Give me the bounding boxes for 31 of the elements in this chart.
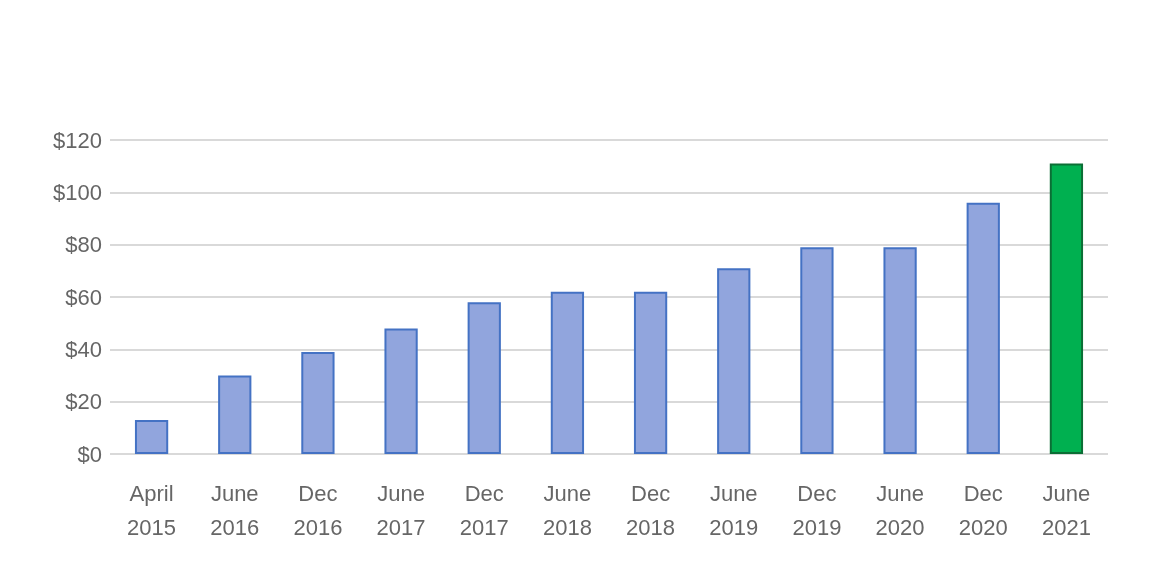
bar [633,291,668,454]
bar [134,419,169,454]
x-tick-label: June 2019 [709,480,759,540]
y-tick-label: $80 [65,232,102,258]
x-tick-label: June 2017 [376,480,426,540]
y-tick-label: $60 [65,284,102,310]
x-tick-label: June 2018 [542,480,592,540]
x-tick-label: Dec 2018 [626,480,676,540]
y-tick-label: $120 [53,127,102,153]
x-tick-label: June 2020 [875,480,925,540]
bar [218,375,252,454]
y-tick-label: $20 [65,389,102,415]
bar [550,291,585,454]
x-tick-label: Dec 2019 [792,480,842,540]
x-tick-label: June 2016 [210,480,260,540]
x-tick-label: Dec 2017 [459,480,509,540]
bar [1049,163,1084,454]
x-tick-label: June 2021 [1041,480,1091,540]
bar [966,202,1000,454]
x-tick-label: Dec 2016 [293,480,343,540]
bar [800,247,834,454]
bar [883,247,917,454]
x-tick-label: Dec 2020 [958,480,1008,540]
y-tick-label: $0 [77,441,102,467]
bar [384,328,418,454]
bar [717,268,751,454]
bar [467,302,501,454]
x-tick-label: April 2015 [127,480,177,540]
bar [301,351,335,454]
y-tick-label: $40 [65,336,102,362]
y-tick-label: $100 [53,179,102,205]
